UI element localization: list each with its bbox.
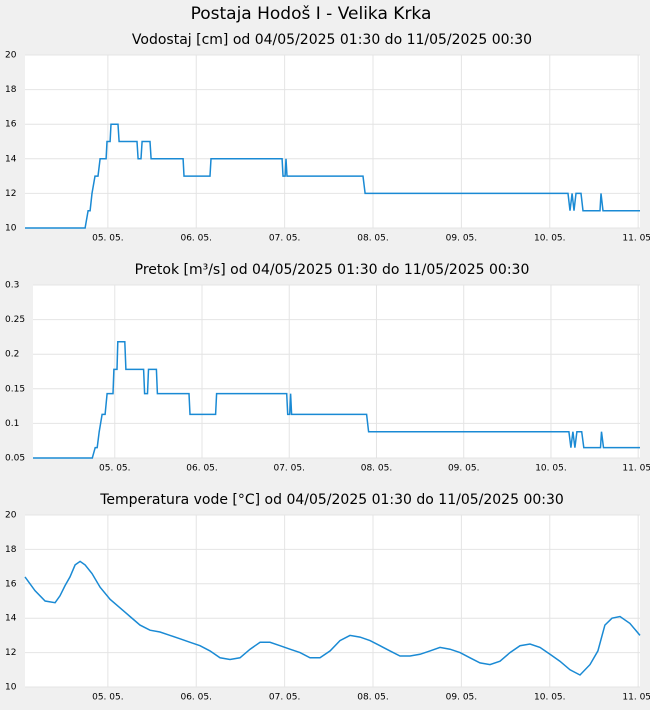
x-tick-label: 07. 05.: [269, 234, 301, 244]
x-tick-label: 06. 05.: [180, 234, 212, 244]
x-tick-label: 08. 05.: [357, 693, 389, 703]
x-tick-label: 05. 05.: [92, 234, 124, 244]
x-tick-label: 10. 05.: [535, 464, 567, 474]
chart-subtitle: Pretok [m³/s] od 04/05/2025 01:30 do 11/…: [135, 262, 530, 278]
y-tick-label: 12: [5, 189, 16, 199]
x-tick-label: 11. 05.: [622, 464, 650, 474]
y-tick-label: 0.2: [5, 350, 19, 360]
y-tick-label: 18: [5, 545, 17, 555]
chart-subtitle: Temperatura vode [°C] od 04/05/2025 01:3…: [99, 492, 564, 508]
y-tick-label: 12: [5, 648, 16, 658]
y-tick-label: 10: [5, 224, 17, 234]
y-tick-label: 14: [5, 614, 17, 624]
x-tick-label: 09. 05.: [446, 234, 478, 244]
x-tick-label: 09. 05.: [448, 464, 480, 474]
x-tick-label: 06. 05.: [186, 464, 218, 474]
y-tick-label: 0.15: [5, 384, 25, 394]
x-tick-label: 10. 05.: [534, 234, 566, 244]
y-tick-label: 10: [5, 683, 17, 693]
x-tick-label: 11. 05.: [622, 693, 650, 703]
x-tick-label: 08. 05.: [361, 464, 393, 474]
x-tick-label: 07. 05.: [269, 693, 301, 703]
data-line: [24, 560, 641, 676]
x-tick-label: 05. 05.: [92, 693, 124, 703]
plot-area: [25, 515, 640, 687]
x-tick-label: 08. 05.: [357, 234, 389, 244]
y-tick-label: 0.3: [5, 281, 19, 291]
page-title: Postaja Hodoš I - Velika Krka: [191, 4, 432, 24]
plot-area: [25, 55, 640, 228]
x-tick-label: 07. 05.: [273, 464, 305, 474]
y-tick-label: 0.1: [5, 419, 19, 429]
y-tick-label: 20: [5, 51, 17, 61]
data-line: [33, 340, 640, 459]
x-tick-label: 09. 05.: [446, 693, 478, 703]
y-tick-label: 0.05: [5, 454, 25, 464]
data-line: [25, 123, 640, 229]
y-tick-label: 14: [5, 154, 17, 164]
y-tick-label: 16: [5, 120, 17, 130]
y-tick-label: 20: [5, 511, 17, 521]
y-tick-label: 16: [5, 579, 17, 589]
x-tick-label: 05. 05.: [99, 464, 131, 474]
y-tick-label: 0.25: [5, 315, 25, 325]
y-tick-label: 18: [5, 85, 17, 95]
x-tick-label: 10. 05.: [534, 693, 566, 703]
x-tick-label: 06. 05.: [180, 693, 212, 703]
x-tick-label: 11. 05.: [622, 234, 650, 244]
chart-subtitle: Vodostaj [cm] od 04/05/2025 01:30 do 11/…: [132, 32, 532, 48]
plot-area: [33, 285, 640, 458]
